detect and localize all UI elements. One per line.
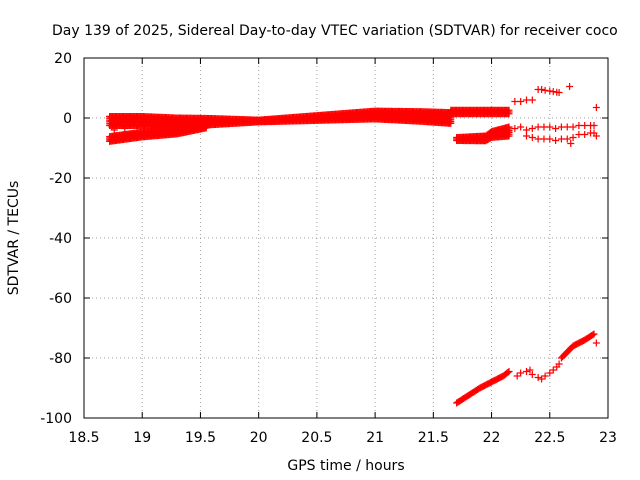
scattered-point: [517, 98, 525, 105]
x-tick-label: 19.5: [185, 430, 216, 446]
scattered-point: [546, 135, 554, 143]
x-tick-label: 21: [366, 430, 384, 446]
late-upper-band-point: [505, 106, 513, 114]
y-tick-label: -40: [49, 231, 72, 247]
scattered-point: [581, 131, 589, 138]
scattered-point: [513, 372, 521, 380]
x-tick-label: 22.5: [534, 430, 565, 446]
x-tick-label: 18.5: [68, 430, 99, 446]
scattered-point: [110, 126, 118, 134]
chart-title: Day 139 of 2025, Sidereal Day-to-day VTE…: [52, 23, 618, 39]
scattered-point: [569, 134, 577, 141]
scattered-point: [567, 140, 575, 147]
scattered-point: [534, 374, 542, 381]
scattered-point: [592, 132, 600, 140]
scattered-point: [546, 369, 554, 377]
x-tick-label: 21.5: [418, 430, 449, 446]
y-tick-labels: 20 0 -20 -40 -60 -80 -100: [40, 51, 72, 427]
deep-track-late-point: [589, 331, 597, 339]
scattered-point: [522, 126, 530, 134]
x-tick-label: 19: [133, 430, 151, 446]
x-tick-label: 22: [483, 430, 501, 446]
scattered-point: [566, 83, 574, 90]
scattered-point: [546, 123, 554, 131]
deep-track-point: [504, 368, 512, 376]
scattered-point: [528, 96, 536, 104]
scattered-point: [552, 137, 560, 144]
scattered-point: [528, 371, 536, 378]
scattered-point: [526, 366, 534, 374]
scattered-point: [115, 120, 123, 128]
late-lower-band-point: [505, 123, 513, 131]
scattered-point: [121, 125, 129, 132]
scattered-point: [522, 368, 530, 375]
y-tick-label: 20: [54, 51, 72, 67]
scattered-point: [538, 375, 546, 383]
lower-band-point: [202, 119, 210, 127]
deep-track-point: [505, 368, 513, 375]
scattered-point: [541, 372, 549, 380]
scattered-point: [517, 369, 525, 377]
scattered-point: [549, 366, 557, 374]
scattered-point: [590, 122, 598, 129]
scattered-point: [106, 113, 114, 120]
scattered-point: [569, 123, 577, 131]
y-tick-label: -20: [49, 171, 72, 187]
scattered-point: [592, 339, 600, 347]
scattered-point: [563, 135, 571, 143]
x-tick-label: 20: [250, 430, 268, 446]
y-tick-label: -80: [49, 351, 72, 367]
scattered-point: [528, 134, 536, 141]
scattered-point: [511, 125, 519, 132]
scattered-point: [522, 132, 530, 140]
axis-ticks: [83, 57, 609, 419]
x-axis-label: GPS time / hours: [287, 458, 404, 474]
scattered-point: [555, 360, 563, 368]
scattered-point: [538, 86, 546, 93]
x-tick-label: 23: [599, 430, 617, 446]
x-tick-label: 20.5: [301, 430, 332, 446]
y-tick-label: -100: [40, 411, 72, 427]
deep-track-late-point: [590, 330, 598, 338]
scattered-point: [552, 125, 560, 132]
y-tick-label: -60: [49, 291, 72, 307]
y-axis-label: SDTVAR / TECUs: [6, 181, 22, 296]
scattered-point: [555, 89, 563, 96]
scattered-point: [517, 123, 525, 131]
scattered-point: [528, 125, 536, 132]
data-points: [106, 83, 600, 407]
scattered-point: [592, 104, 600, 111]
y-tick-label: 0: [63, 111, 72, 127]
x-tick-labels: 18.5 19 19.5 20 20.5 21 21.5 22 22.5 23: [68, 430, 617, 446]
